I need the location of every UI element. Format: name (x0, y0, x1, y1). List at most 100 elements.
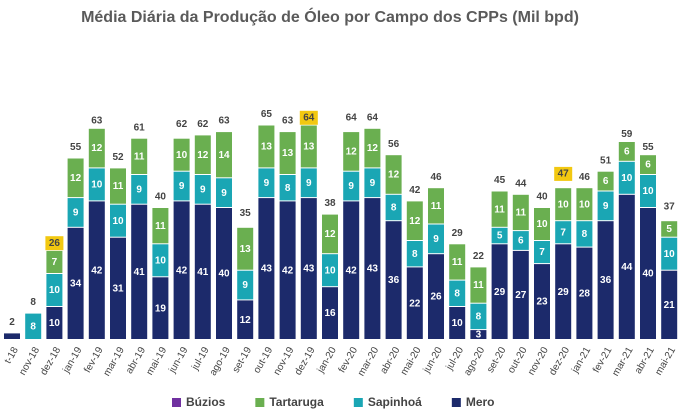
x-tick-label: mai-19 (144, 345, 169, 377)
total-label: 64 (367, 112, 379, 123)
total-label: 44 (515, 178, 527, 189)
total-label: 65 (261, 109, 273, 120)
bar-segment (428, 254, 444, 339)
segment-label: 40 (218, 269, 230, 280)
segment-label: 8 (582, 229, 588, 240)
segment-label: 5 (497, 231, 503, 242)
x-tick-label: jan-21 (569, 345, 593, 376)
bar-segment (173, 138, 190, 171)
total-label: 64 (346, 112, 358, 123)
bar-segment (449, 280, 466, 306)
total-label: 26 (49, 238, 61, 249)
chart-title: Média Diária da Produção de Óleo por Cam… (81, 7, 579, 26)
bar-segment (406, 267, 423, 339)
bar-segment (385, 194, 402, 221)
segment-label: 41 (134, 267, 146, 278)
bar-segment (576, 221, 593, 247)
segment-label: 8 (476, 312, 482, 323)
bar-segment (237, 270, 254, 300)
segment-label: 16 (324, 308, 336, 319)
x-tick-label: mai-20 (399, 345, 424, 377)
total-label: 64 (303, 112, 315, 123)
segment-label: 10 (49, 318, 61, 329)
bar-segment (300, 198, 317, 339)
bar-segment (237, 227, 254, 270)
total-label: 37 (664, 202, 676, 213)
bar-segment (279, 175, 296, 201)
bar-segment (534, 208, 550, 240)
total-label: 59 (621, 129, 633, 140)
segment-label: 9 (200, 184, 206, 195)
segment-label: 9 (370, 178, 376, 189)
bar-segment (449, 307, 466, 339)
bar-segment (46, 274, 63, 306)
bar-segment (194, 204, 211, 339)
bar-segment (131, 175, 148, 204)
segment-label: 13 (240, 244, 252, 255)
bar-segment (152, 208, 169, 244)
bar-segment (300, 125, 317, 168)
bar-segment (512, 194, 529, 231)
bar-segment (576, 188, 593, 221)
segment-label: 44 (621, 262, 633, 273)
segment-label: 41 (197, 267, 209, 278)
segment-label: 11 (155, 221, 166, 232)
x-tick-label: t-18 (3, 345, 21, 366)
segment-label: 26 (430, 292, 442, 303)
bar-segment (597, 191, 614, 221)
segment-label: 43 (261, 264, 273, 275)
total-label: 47 (558, 169, 570, 180)
legend-label: Búzios (186, 395, 226, 409)
total-label: 51 (600, 155, 612, 166)
total-label: 46 (579, 172, 591, 183)
bar-segment (534, 264, 550, 339)
bar-segment (618, 194, 635, 339)
total-label: 42 (409, 185, 421, 196)
segment-label: 13 (261, 142, 273, 153)
bar-segment (618, 161, 635, 194)
segment-label: 11 (134, 151, 145, 162)
bar-segment (661, 270, 678, 339)
segment-label: 8 (391, 203, 397, 214)
bar-segment (194, 175, 211, 204)
total-label: 63 (91, 116, 103, 127)
bar-segment (173, 201, 190, 339)
bar-segment (110, 168, 126, 204)
segment-label: 29 (494, 287, 506, 298)
x-tick-label: dez-20 (547, 345, 572, 377)
bar-segment (322, 214, 338, 254)
x-tick-label: mai-21 (653, 345, 678, 377)
total-label: 55 (642, 142, 654, 153)
bar-segment (343, 201, 360, 339)
x-tick-label: jun-20 (421, 345, 445, 376)
total-highlight (299, 110, 318, 125)
segment-label: 9 (221, 188, 227, 199)
segment-label: 9 (348, 181, 354, 192)
bar-segment (46, 307, 63, 339)
bar-segment (152, 277, 169, 339)
total-label: 35 (240, 208, 252, 219)
segment-label: 23 (536, 297, 548, 308)
segment-label: 9 (179, 181, 185, 192)
x-tick-label: jan-19 (61, 345, 85, 376)
legend-swatch (353, 398, 363, 407)
bar-segment (640, 155, 656, 174)
total-label: 62 (197, 119, 209, 130)
x-tick-label: jun-19 (167, 345, 191, 376)
segment-label: 9 (242, 280, 248, 291)
bar-segment (216, 178, 232, 207)
bar-segment (512, 231, 529, 250)
segment-label: 10 (579, 199, 591, 210)
bar-segment (364, 128, 381, 168)
bar-segment (640, 175, 656, 207)
x-tick-label: mar-19 (102, 345, 128, 378)
x-tick-label: mar-21 (610, 345, 636, 378)
segment-label: 11 (452, 257, 463, 268)
segment-label: 9 (603, 201, 609, 212)
segment-label: 42 (176, 265, 188, 276)
bar-segment (110, 237, 126, 339)
bar-segment (322, 254, 338, 287)
bar-segment (491, 227, 508, 244)
segment-label: 8 (30, 321, 36, 332)
segment-label: 10 (112, 216, 124, 227)
